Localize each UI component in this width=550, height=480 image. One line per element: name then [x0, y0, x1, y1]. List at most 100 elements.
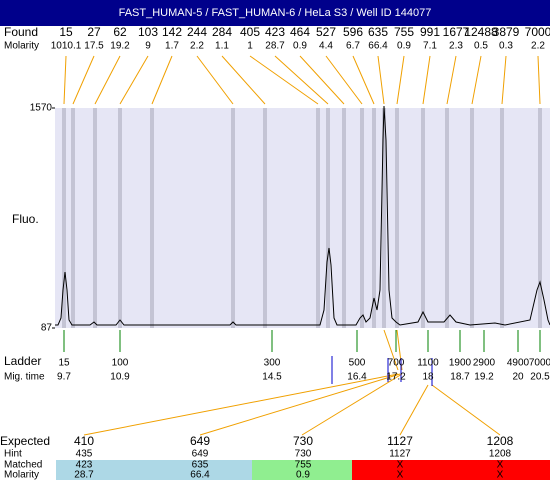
- peak-connector: [72, 55, 95, 105]
- peak-connector: [196, 55, 234, 105]
- matched-cell: [56, 460, 154, 480]
- found-value: 12488: [464, 25, 498, 39]
- molarity-value: 0.5: [474, 41, 488, 52]
- migtime-value: 18.7: [450, 372, 470, 383]
- peak-connector: [377, 55, 385, 105]
- y-axis-label: Fluo.: [12, 212, 39, 226]
- peak-band: [395, 108, 399, 328]
- peak-band: [382, 108, 386, 328]
- peak-band: [500, 108, 504, 328]
- ladder-value: 2900: [473, 358, 496, 369]
- hint-value: 730: [295, 449, 312, 460]
- matched-value: X: [497, 460, 504, 471]
- peak-connector: [274, 55, 329, 105]
- expected-label: Expected: [0, 434, 50, 448]
- molarity-value: 2.3: [449, 41, 463, 52]
- hint-value: 435: [76, 449, 93, 460]
- hint-value: 1208: [489, 449, 512, 460]
- migtime-value: 9.7: [57, 372, 71, 383]
- peak-band: [372, 108, 376, 328]
- peak-band: [538, 108, 542, 328]
- found-value: 244: [187, 25, 207, 39]
- molarity-value: 7.1: [423, 41, 437, 52]
- connectors: [83, 329, 501, 436]
- peak-band: [118, 108, 122, 328]
- migtime-value: 18: [422, 372, 434, 383]
- expected-value: 410: [74, 434, 94, 448]
- migtime-value: 17.2: [386, 372, 406, 383]
- ladder-label: Ladder: [4, 354, 41, 368]
- matched-molarity: 66.4: [190, 470, 210, 480]
- peak-band: [342, 108, 346, 328]
- found-value: 527: [316, 25, 336, 39]
- expected-value: 649: [190, 434, 210, 448]
- matched-cell: [154, 460, 252, 480]
- found-label: Found: [4, 25, 38, 39]
- molarity-value: 1010.1: [51, 41, 82, 52]
- found-value: 15: [59, 25, 73, 39]
- found-value: 142: [162, 25, 182, 39]
- peak-band: [421, 108, 425, 328]
- peak-connector: [63, 55, 67, 105]
- expected-value: 1208: [487, 434, 514, 448]
- y-tick-label: 87: [41, 323, 53, 334]
- marker-lines: [331, 356, 433, 386]
- title-bar: [0, 0, 550, 26]
- matched-molarity: X: [497, 470, 504, 480]
- peak-band: [263, 108, 267, 328]
- found-value: 635: [368, 25, 388, 39]
- hint-value: 649: [192, 449, 209, 460]
- matched-cell: [252, 460, 352, 480]
- found-value: 1677: [443, 25, 470, 39]
- found-value: 423: [265, 25, 285, 39]
- plot-area: [55, 108, 550, 328]
- molarity-value: 66.4: [368, 41, 388, 52]
- y-tick-label: 1570: [30, 103, 53, 114]
- migtime-label: Mig. time: [4, 372, 45, 383]
- hint-value: 1127: [389, 449, 411, 460]
- peak-connector: [537, 55, 541, 105]
- matched-cell: [352, 460, 451, 480]
- molarity-value: 6.7: [346, 41, 360, 52]
- peak-connector: [94, 55, 121, 105]
- molarity-value: 4.4: [319, 41, 333, 52]
- ladder-value: 15: [58, 358, 70, 369]
- matched-value: 423: [76, 460, 93, 471]
- peak-connector: [471, 55, 482, 105]
- molarity-value: 1.1: [215, 41, 229, 52]
- ladder-value: 700: [388, 358, 405, 369]
- migtime-value: 14.5: [262, 372, 282, 383]
- peak-connector: [325, 55, 363, 105]
- peak-connector: [396, 55, 405, 105]
- found-value: 464: [290, 25, 310, 39]
- matched-cell: [451, 460, 550, 480]
- matched-value: 635: [192, 460, 209, 471]
- molarity-value: 17.5: [84, 41, 104, 52]
- found-value: 596: [343, 25, 363, 39]
- ladder-value: 4900: [507, 358, 530, 369]
- peak-connector: [352, 55, 375, 105]
- found-value: 7000: [525, 25, 550, 39]
- peak-connector: [299, 55, 345, 105]
- ladder-value: 500: [349, 358, 366, 369]
- ladder-value: 300: [264, 358, 281, 369]
- molarity-value: 1.7: [165, 41, 179, 52]
- migtime-value: 10.9: [110, 372, 130, 383]
- peak-band: [71, 108, 75, 328]
- molarity-value: 0.9: [293, 41, 307, 52]
- migtime-value: 19.2: [474, 372, 494, 383]
- peak-connector: [422, 55, 431, 105]
- matched-molarity: X: [397, 470, 404, 480]
- molarity-value: 0.3: [499, 41, 513, 52]
- peak-connector: [249, 55, 319, 105]
- found-value: 755: [394, 25, 414, 39]
- ladder-value: 7000: [529, 358, 550, 369]
- molarity-value: 2.2: [531, 41, 545, 52]
- peak-band: [62, 108, 66, 328]
- matched-molarity: 0.9: [296, 470, 310, 480]
- found-value: 103: [138, 25, 158, 39]
- molarity-label: Molarity: [4, 41, 39, 52]
- peak-connector: [221, 55, 266, 105]
- found-value: 405: [240, 25, 260, 39]
